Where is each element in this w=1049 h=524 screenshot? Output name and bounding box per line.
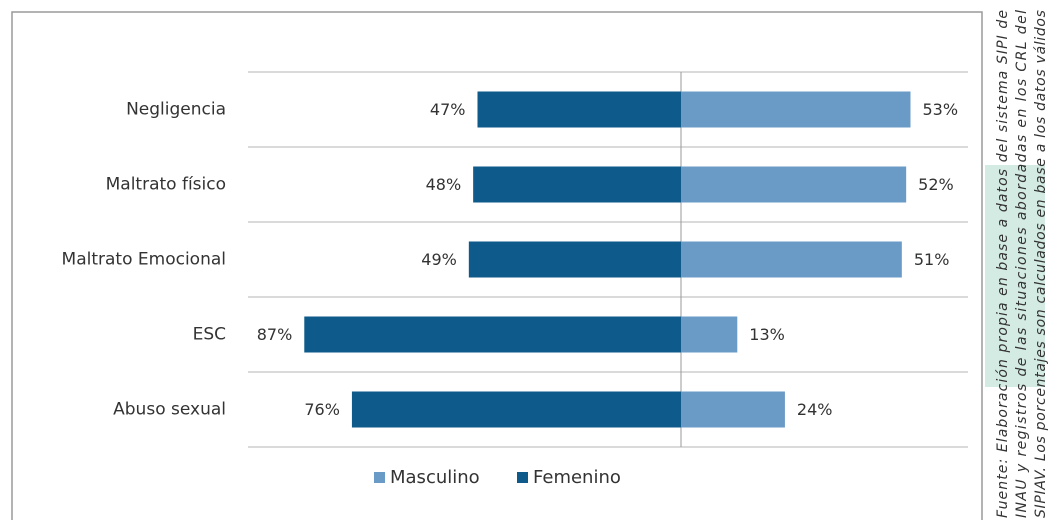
category-label: Negligencia — [126, 100, 226, 120]
bar — [681, 166, 907, 203]
value-label: 24% — [797, 400, 833, 419]
bar — [473, 166, 681, 203]
value-label: 76% — [304, 400, 340, 419]
category-label: Maltrato Emocional — [62, 250, 226, 270]
bar — [351, 391, 681, 428]
bar — [681, 91, 911, 128]
category-label: Maltrato físico — [106, 175, 226, 195]
bar — [681, 241, 902, 278]
legend-label: Femenino — [533, 467, 621, 488]
value-label: 47% — [430, 100, 466, 119]
value-label: 49% — [421, 250, 457, 269]
bar — [468, 241, 681, 278]
bar — [304, 316, 681, 353]
value-label: 52% — [918, 175, 954, 194]
note-highlight — [985, 165, 1045, 387]
bar — [681, 391, 785, 428]
note-line: INAU y registros de las situaciones abor… — [1014, 10, 1030, 518]
bar — [681, 316, 738, 353]
source-note: Fuente: Elaboración propia en base a dat… — [995, 10, 1049, 518]
legend-swatch — [374, 472, 385, 483]
note-line: Fuente: Elaboración propia en base a dat… — [995, 10, 1011, 518]
category-label: Abuso sexual — [113, 400, 226, 420]
value-label: 53% — [922, 100, 958, 119]
category-label: ESC — [193, 325, 226, 345]
value-label: 48% — [426, 175, 462, 194]
legend-label: Masculino — [390, 467, 480, 488]
value-label: 51% — [914, 250, 950, 269]
note-line: SIPIAV. Los porcentajes son calculados e… — [1033, 10, 1049, 518]
value-label: 87% — [257, 325, 293, 344]
bar — [477, 91, 681, 128]
legend-swatch — [517, 472, 528, 483]
value-label: 13% — [749, 325, 785, 344]
